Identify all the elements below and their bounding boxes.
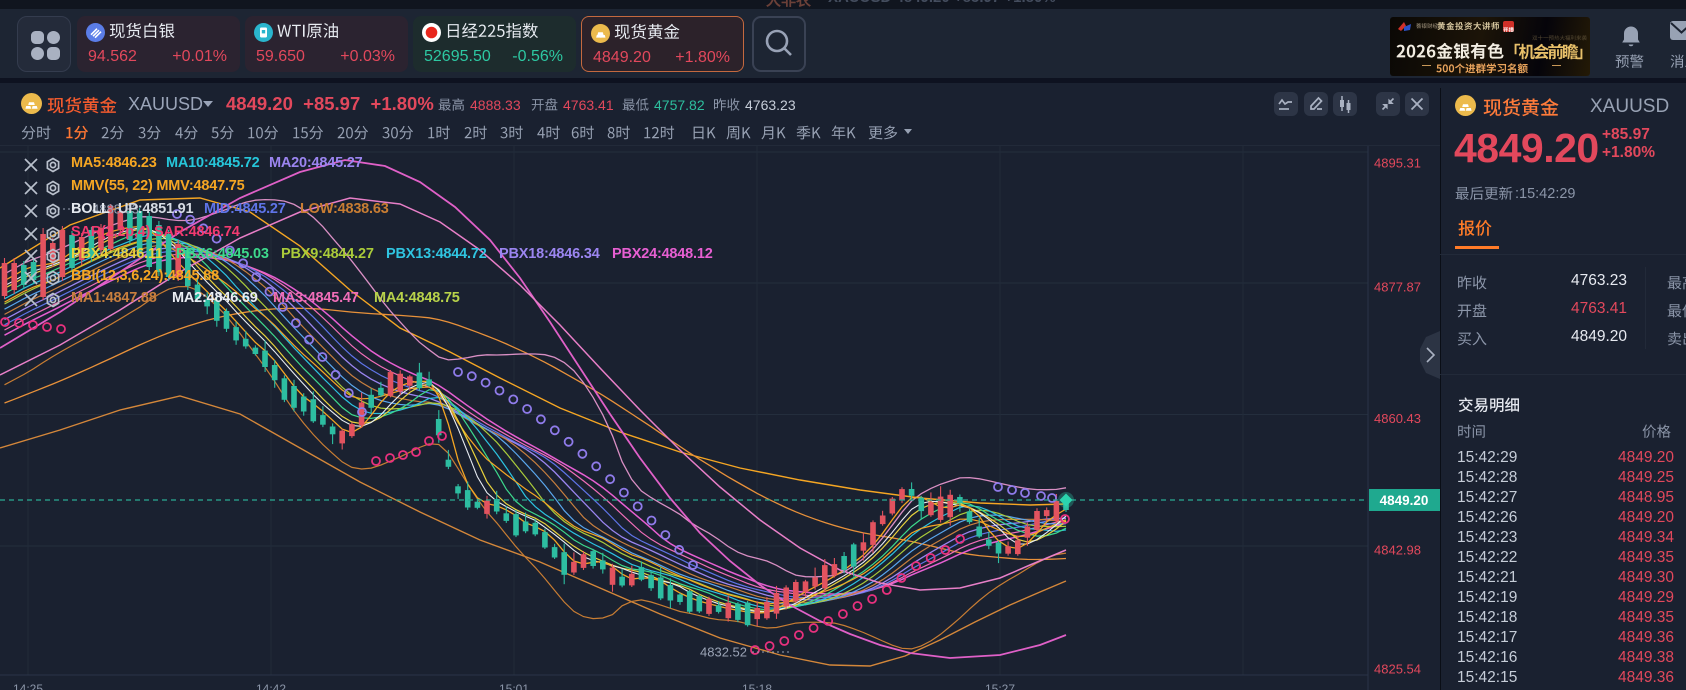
- svg-text:4825.54: 4825.54: [1374, 662, 1421, 677]
- svg-text:4877.87: 4877.87: [1374, 280, 1421, 295]
- svg-text:4849.20: 4849.20: [1380, 493, 1429, 508]
- svg-text:14:25: 14:25: [13, 682, 43, 690]
- svg-text:4860.43: 4860.43: [1374, 411, 1421, 426]
- svg-text:15:01: 15:01: [499, 682, 529, 690]
- svg-text:4888.33: 4888.33: [92, 202, 139, 217]
- svg-text:4842.98: 4842.98: [1374, 543, 1421, 558]
- svg-text:4832.52: 4832.52: [700, 645, 747, 660]
- svg-text:15:18: 15:18: [742, 682, 772, 690]
- svg-text:4895.31: 4895.31: [1374, 156, 1421, 171]
- svg-text:15:27: 15:27: [985, 682, 1015, 690]
- svg-text:14:42: 14:42: [256, 682, 286, 690]
